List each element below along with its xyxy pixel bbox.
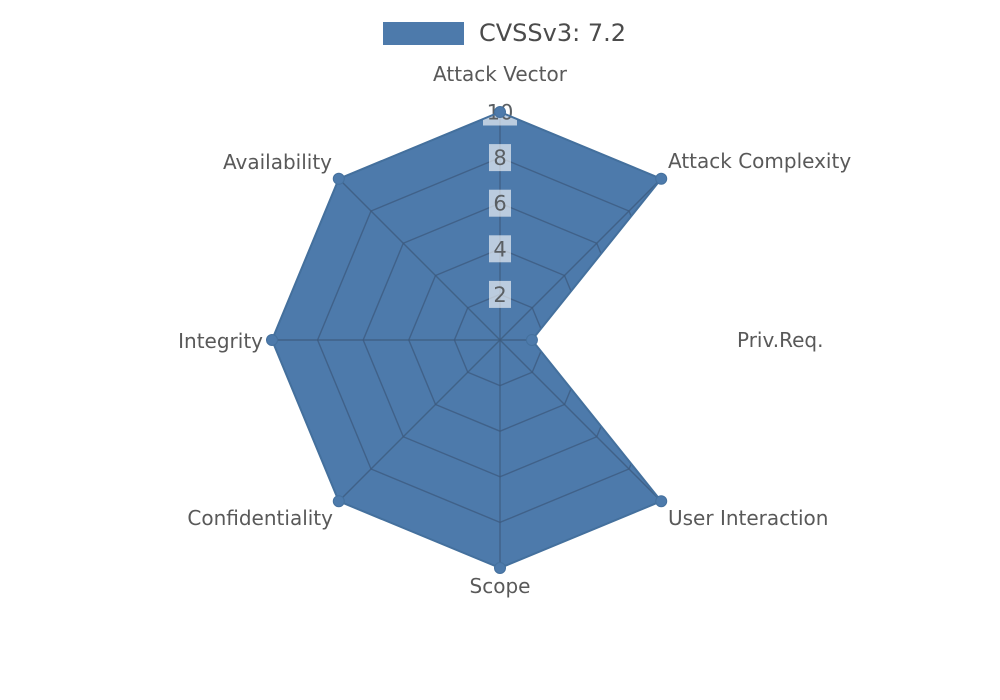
radar-outline-layer <box>266 106 668 574</box>
axis-label-user-interaction: User Interaction <box>668 506 829 530</box>
grid-spoke <box>499 339 662 502</box>
data-point-marker <box>494 562 506 574</box>
axis-label-priv-req: Priv.Req. <box>737 328 824 352</box>
axis-label-confidentiality: Confidentiality <box>187 506 333 530</box>
axis-label-attack-complexity: Attack Complexity <box>668 149 852 173</box>
tick-box <box>489 144 511 172</box>
chart-legend: CVSSv3: 7.2 <box>383 20 626 46</box>
data-point-marker <box>332 172 345 185</box>
tick-label: 2 <box>493 283 506 307</box>
axis-label-integrity: Integrity <box>178 329 263 353</box>
radar-tick-layer: 246810 <box>483 98 517 308</box>
axis-label-scope: Scope <box>469 574 531 598</box>
legend-label: CVSSv3: 7.2 <box>479 19 626 47</box>
tick-label: 8 <box>493 146 506 170</box>
grid-spoke <box>499 178 662 341</box>
data-point-marker <box>494 106 506 118</box>
tick-box <box>489 280 511 308</box>
tick-box <box>489 189 511 217</box>
grid-spoke <box>338 339 501 502</box>
data-point-marker <box>655 172 668 185</box>
data-point-marker <box>332 495 345 508</box>
tick-box <box>489 235 511 263</box>
axis-label-attack-vector: Attack Vector <box>433 62 567 86</box>
tick-label: 4 <box>493 237 506 261</box>
axis-label-availability: Availability <box>222 150 332 174</box>
tick-label: 6 <box>493 192 506 216</box>
data-point-marker <box>266 334 278 346</box>
legend-color-swatch <box>383 21 464 45</box>
data-point-marker <box>655 495 668 508</box>
data-point-marker <box>525 334 538 346</box>
grid-spoke <box>338 178 501 341</box>
